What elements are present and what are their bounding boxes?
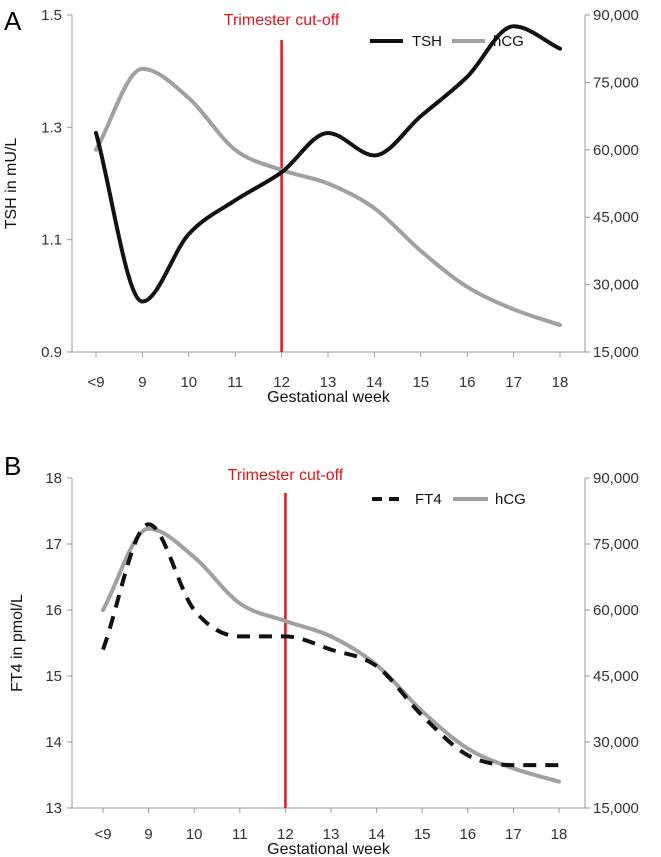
left-tick-label: 13 [45,800,62,817]
x-tick-label: 14 [368,826,385,843]
left-tick-label: 14 [45,734,62,751]
x-tick-label: 13 [323,826,340,843]
x-axis-title: Gestational week [267,389,391,406]
x-tick-label: 18 [552,374,569,391]
x-tick-label: 15 [412,374,429,391]
series-line-hcg [94,66,562,328]
trimester-cutoff-label: Trimester cut-off [224,12,340,29]
x-tick-label: 13 [320,374,337,391]
y-axis-title: TSH in mU/L [3,138,20,230]
left-tick-label: 1.5 [41,7,62,24]
left-tick-label: 1.3 [41,119,62,136]
left-tick-label: 16 [45,602,62,619]
legend-label-tsh: TSH [412,33,442,50]
left-tick-label: 0.9 [41,344,62,361]
x-tick-label: 14 [366,374,383,391]
x-tick-label: 11 [227,374,243,391]
series-line-ft4 [101,522,559,768]
right-tick-label: 60,000 [593,142,639,159]
right-tick-label: 30,000 [593,734,639,751]
x-tick-label: 15 [414,826,431,843]
right-tick-label: 45,000 [593,668,639,685]
x-tick-label: 17 [505,826,522,843]
chart-panel-b: B 13 14 15 16 17 18 15,000 30,000 45,000 60,000 75,… [4,451,639,857]
legend: FT4 hCG [372,491,526,508]
right-tick-label: 15,000 [593,344,639,361]
x-tick-label: <9 [94,826,111,843]
x-tick-label: 9 [144,826,152,843]
series-line-hcg [101,526,561,784]
x-axis-title: Gestational week [267,841,391,857]
legend-label-ft4: FT4 [415,491,442,508]
x-tick-label: 10 [186,826,203,843]
x-tick-label: 12 [273,374,290,391]
left-tick-label: 18 [45,470,62,487]
right-tick-label: 75,000 [593,74,639,91]
x-tick-label: 17 [505,374,522,391]
chart-panel-a: A 0.9 1.1 1.3 1.5 15,000 30,000 45,000 60,000 75,… [3,6,639,406]
panel-letter: B [4,451,21,481]
trimester-cutoff-label: Trimester cut-off [228,467,344,484]
x-tick-label: 9 [138,374,146,391]
x-tick-label: 16 [459,374,476,391]
right-tick-label: 45,000 [593,209,639,226]
right-tick-label: 90,000 [593,7,639,24]
y-axis-title: FT4 in pmol/L [9,594,26,692]
left-tick-label: 15 [45,668,62,685]
right-tick-label: 90,000 [593,470,639,487]
right-tick-label: 75,000 [593,536,639,553]
legend-label-hcg: hCG [493,33,524,50]
panel-letter: A [4,6,22,36]
left-tick-label: 1.1 [41,232,62,249]
x-tick-label: 18 [551,826,568,843]
series-line-tsh [94,24,562,304]
right-tick-label: 30,000 [593,277,639,294]
x-tick-label: 11 [232,826,248,843]
x-tick-label: 16 [459,826,476,843]
right-tick-label: 15,000 [593,800,639,817]
right-tick-label: 60,000 [593,602,639,619]
legend-label-hcg: hCG [495,491,526,508]
left-tick-label: 17 [45,536,62,553]
x-tick-label: <9 [87,374,104,391]
x-tick-label: 12 [277,826,294,843]
x-tick-label: 10 [180,374,197,391]
legend: TSH hCG [370,33,524,50]
